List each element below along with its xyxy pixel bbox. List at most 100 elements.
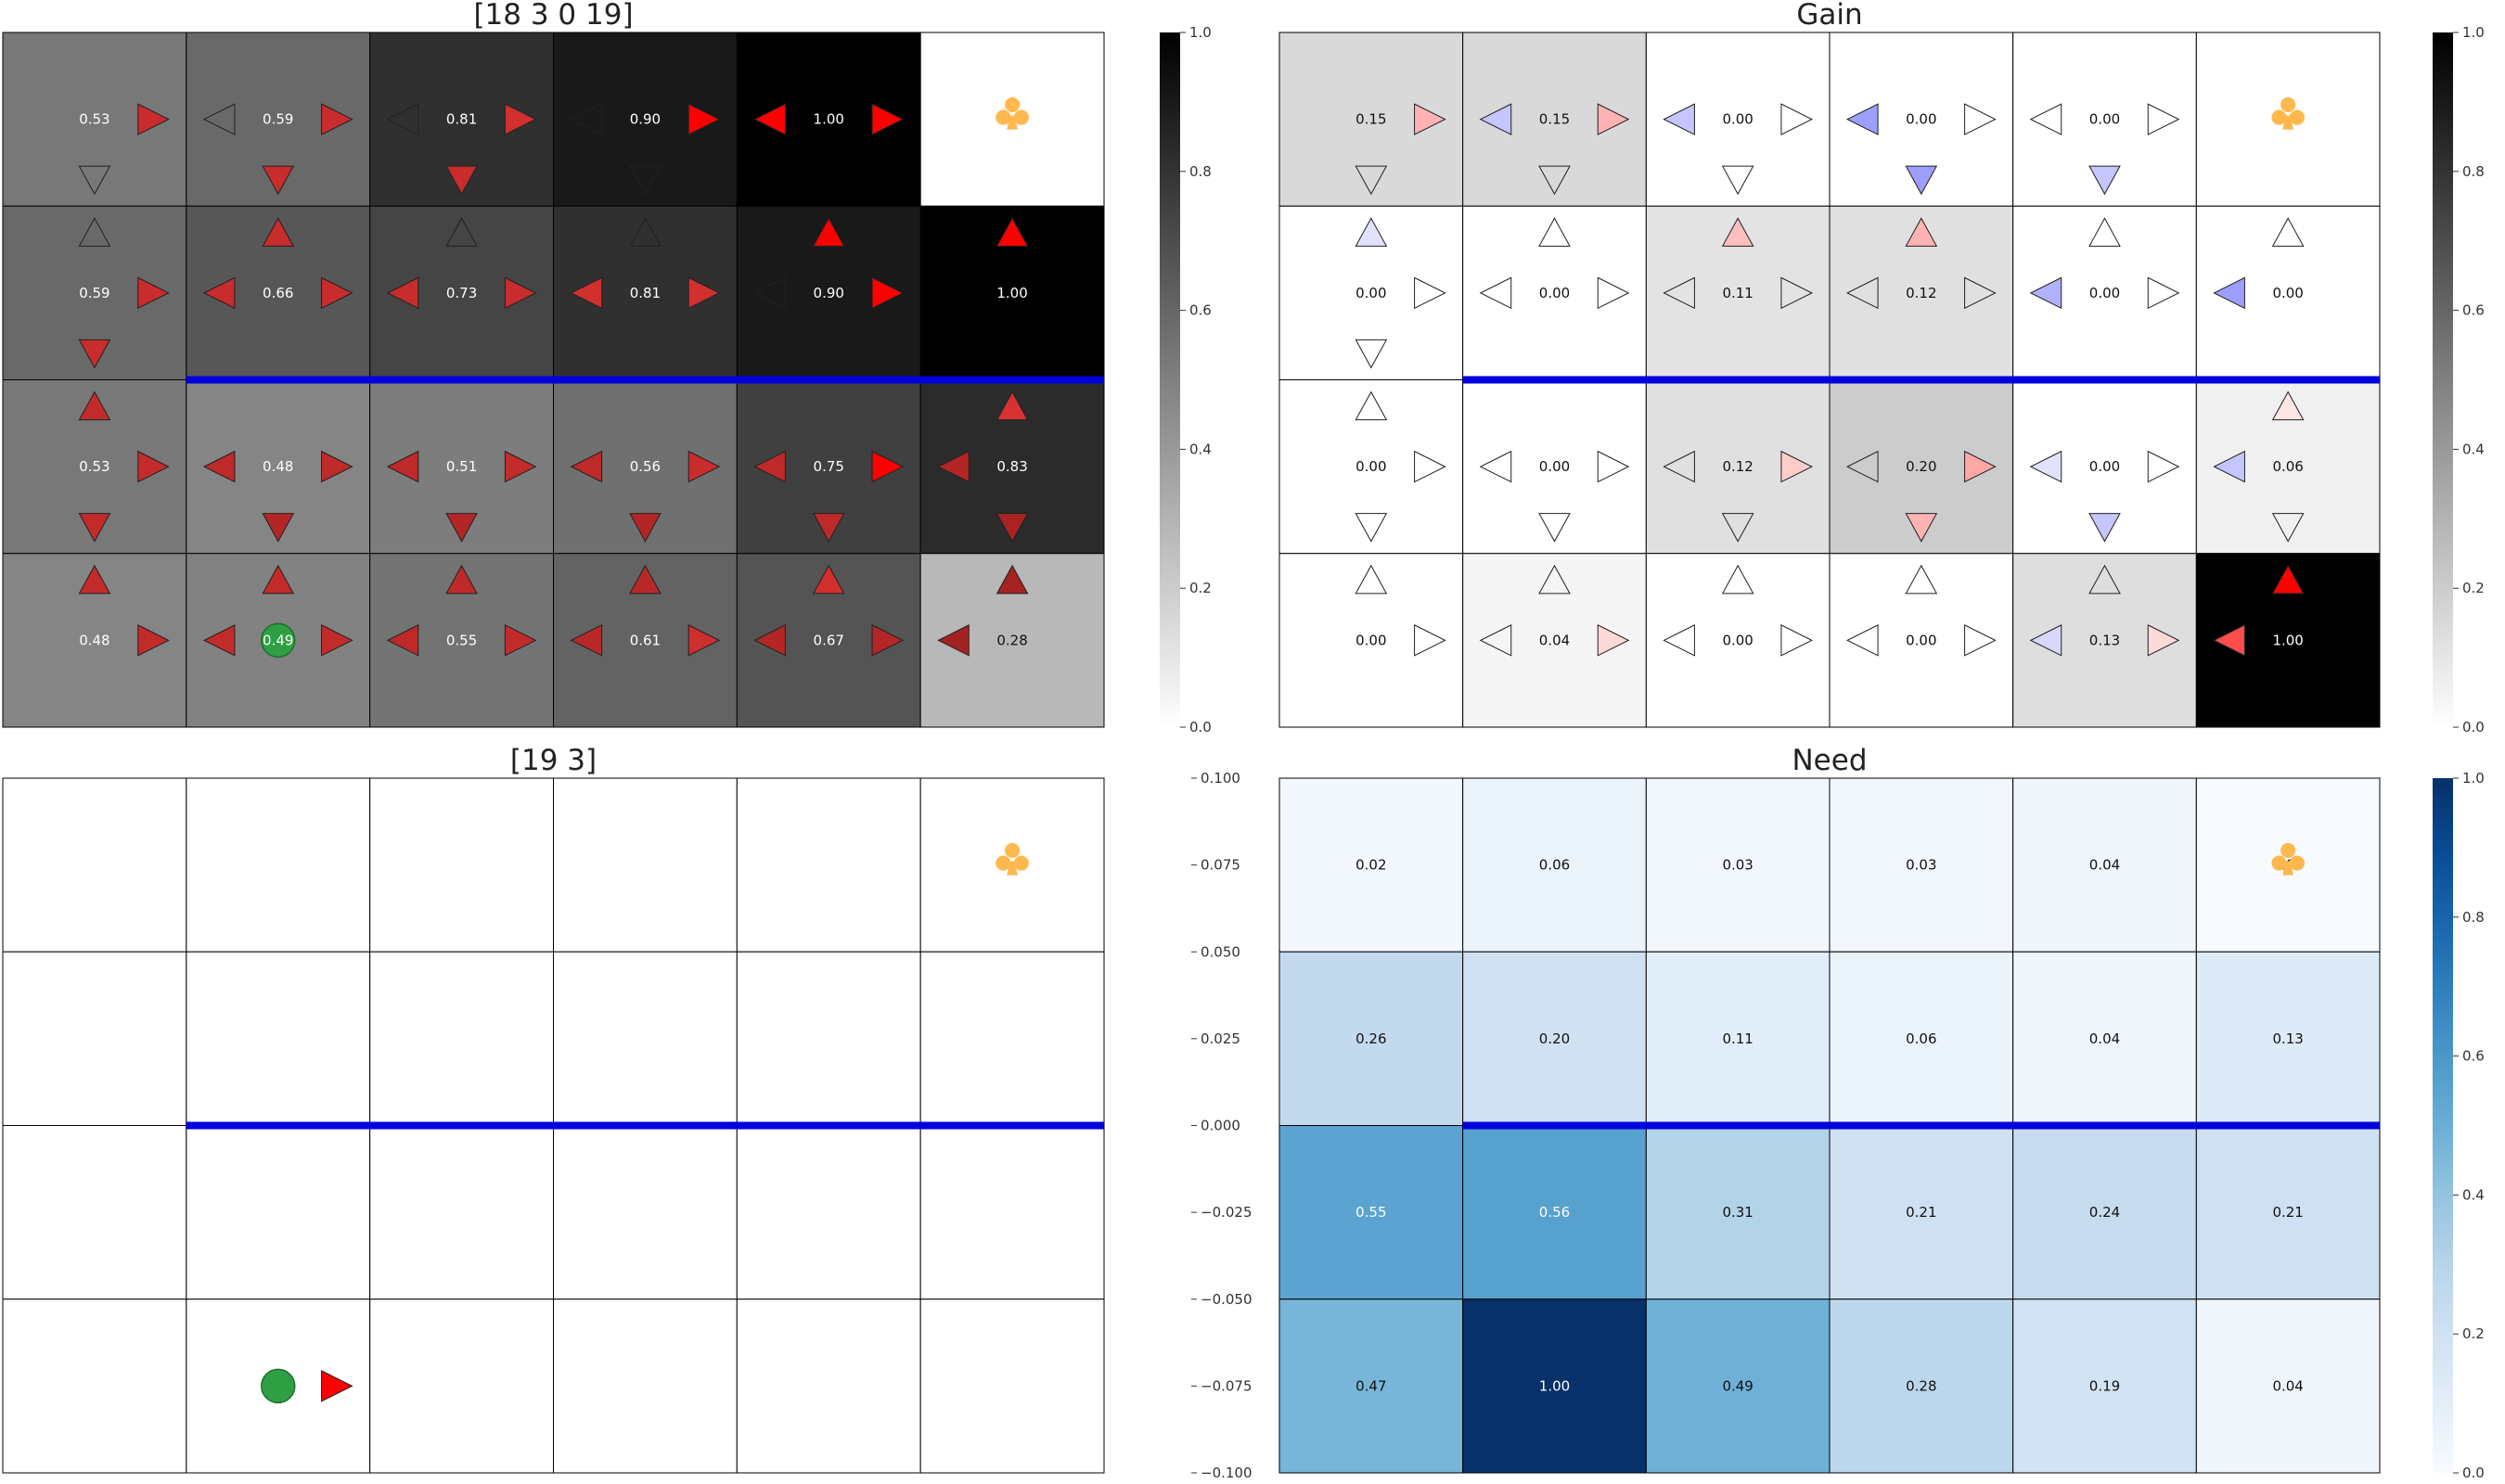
arrow-left-icon (937, 450, 970, 483)
cell-value-label: 0.59 (79, 285, 109, 301)
arrow-left-icon (753, 624, 786, 657)
cell-value-label: 1.00 (814, 111, 844, 128)
arrow-left-icon (2213, 450, 2245, 483)
arrow-right-icon (871, 276, 905, 310)
colorbar-tick-label: 1.0 (1189, 24, 1212, 41)
need-title: Need (1792, 744, 1867, 777)
grid-cell (1829, 951, 2014, 1126)
rollout-title: [19 3] (510, 744, 597, 777)
arrow-left-icon (202, 450, 236, 483)
grid-cell (1829, 1125, 2014, 1300)
arrow-right-icon (504, 450, 537, 483)
cell-value-label: 0.56 (1539, 1204, 1570, 1221)
arrow-down-icon (996, 513, 1029, 543)
arrow-down-icon (445, 165, 478, 196)
arrow-left-icon (386, 276, 419, 310)
cell-value-label: 1.00 (2272, 632, 2303, 648)
y-tick-label: 0.075 (1201, 857, 1240, 874)
arrow-up-icon (1721, 217, 1754, 247)
arrow-right-icon (321, 624, 353, 657)
grid-cell (919, 1298, 1105, 1474)
rollout-panel: [19 3] 0.100 0.075 0.050 0.025 0.000 −0.025 −0.… (2, 744, 1252, 1481)
arrow-down-icon (2088, 513, 2121, 543)
grid-cell (1462, 951, 1647, 1126)
arrow-down-icon (2088, 165, 2121, 196)
cell-value-label: 0.81 (630, 285, 661, 301)
arrow-right-icon (871, 450, 905, 483)
arrow-up-icon (1355, 564, 1388, 595)
colorbar-tick-label: 0.0 (1189, 719, 1212, 736)
cell-value-label: 1.00 (996, 285, 1027, 301)
cell-value-label: 0.06 (1539, 857, 1570, 874)
grid-cell (736, 1125, 921, 1300)
cell-value-label: 0.00 (1355, 458, 1386, 475)
q-title: [18 3 0 19] (473, 0, 633, 32)
arrow-left-icon (386, 103, 419, 135)
arrow-up-icon (78, 390, 111, 421)
grid-cell (369, 1298, 554, 1474)
arrow-down-icon (78, 339, 111, 369)
club-icon (2271, 842, 2305, 876)
grid-cell (1278, 1125, 1464, 1300)
arrow-up-icon (2271, 390, 2305, 421)
colorbar-tick-label: 0.4 (2462, 441, 2485, 457)
cell-value-label: 0.12 (1722, 458, 1753, 475)
colorbar-tick-label: 0.6 (2462, 1048, 2485, 1065)
arrow-right-icon (1780, 276, 1814, 310)
arrow-down-icon (1538, 513, 1571, 543)
arrow-left-icon (202, 276, 236, 310)
arrow-up-icon (445, 217, 478, 247)
arrow-left-icon (570, 624, 603, 657)
arrow-down-icon (1355, 513, 1388, 543)
grid-cell (369, 777, 554, 953)
arrow-left-icon (753, 450, 786, 483)
arrow-right-icon (1780, 103, 1814, 135)
cell-value-label: 0.90 (814, 285, 844, 301)
arrow-right-icon (1964, 103, 1997, 135)
grid-cell (1278, 553, 1464, 728)
arrow-up-icon (2088, 217, 2121, 247)
arrow-left-icon (1479, 624, 1512, 657)
cell-value-label: 0.04 (1539, 632, 1570, 648)
colorbar-tick-label: 0.8 (2462, 909, 2485, 926)
grid-cell (1645, 1298, 1831, 1474)
arrow-left-icon (1479, 450, 1512, 483)
cell-value-label: 0.04 (2089, 1030, 2120, 1047)
arrow-right-icon (504, 276, 537, 310)
arrow-left-icon (1479, 276, 1512, 310)
arrow-right-icon (2147, 450, 2180, 483)
colorbar-tick-label: 0.0 (2462, 719, 2485, 736)
cell-value-label: 0.20 (1906, 458, 1936, 475)
arrow-left-icon (570, 103, 603, 135)
cell-value-label: 0.66 (263, 285, 293, 301)
arrow-right-icon (1964, 624, 1997, 657)
grid-cell (1645, 951, 1831, 1126)
grid-cell (1829, 553, 2014, 728)
cell-value-label: 0.11 (1722, 1030, 1753, 1047)
arrow-up-icon (78, 564, 111, 595)
arrow-right-icon (871, 624, 905, 657)
grid-cell (1278, 379, 1464, 555)
grid-cell (2012, 951, 2197, 1126)
grid-cell (2, 1298, 187, 1474)
agent-circle-icon (261, 1368, 296, 1404)
arrow-right-icon (1964, 450, 1997, 483)
grid-cell (2, 777, 187, 953)
arrow-left-icon (202, 103, 236, 135)
cell-value-label: 0.53 (79, 111, 109, 128)
cell-value-label: 0.00 (1906, 111, 1936, 128)
grid-cell (1829, 777, 2014, 953)
colorbar-tick-label: 1.0 (2462, 24, 2485, 41)
arrow-left-icon (2029, 450, 2062, 483)
colorbar-tick-label: 0.4 (2462, 1186, 2485, 1203)
cell-value-label: 0.03 (1906, 857, 1936, 874)
arrow-left-icon (1663, 624, 1695, 657)
arrow-up-icon (629, 217, 662, 247)
wall (186, 376, 1105, 384)
arrow-down-icon (78, 165, 111, 196)
grid-cell (553, 777, 738, 953)
cell-value-label: 0.11 (1722, 285, 1753, 301)
club-icon (996, 96, 1029, 130)
arrow-right-icon (137, 103, 170, 135)
cell-value-label: 0.56 (630, 458, 661, 475)
